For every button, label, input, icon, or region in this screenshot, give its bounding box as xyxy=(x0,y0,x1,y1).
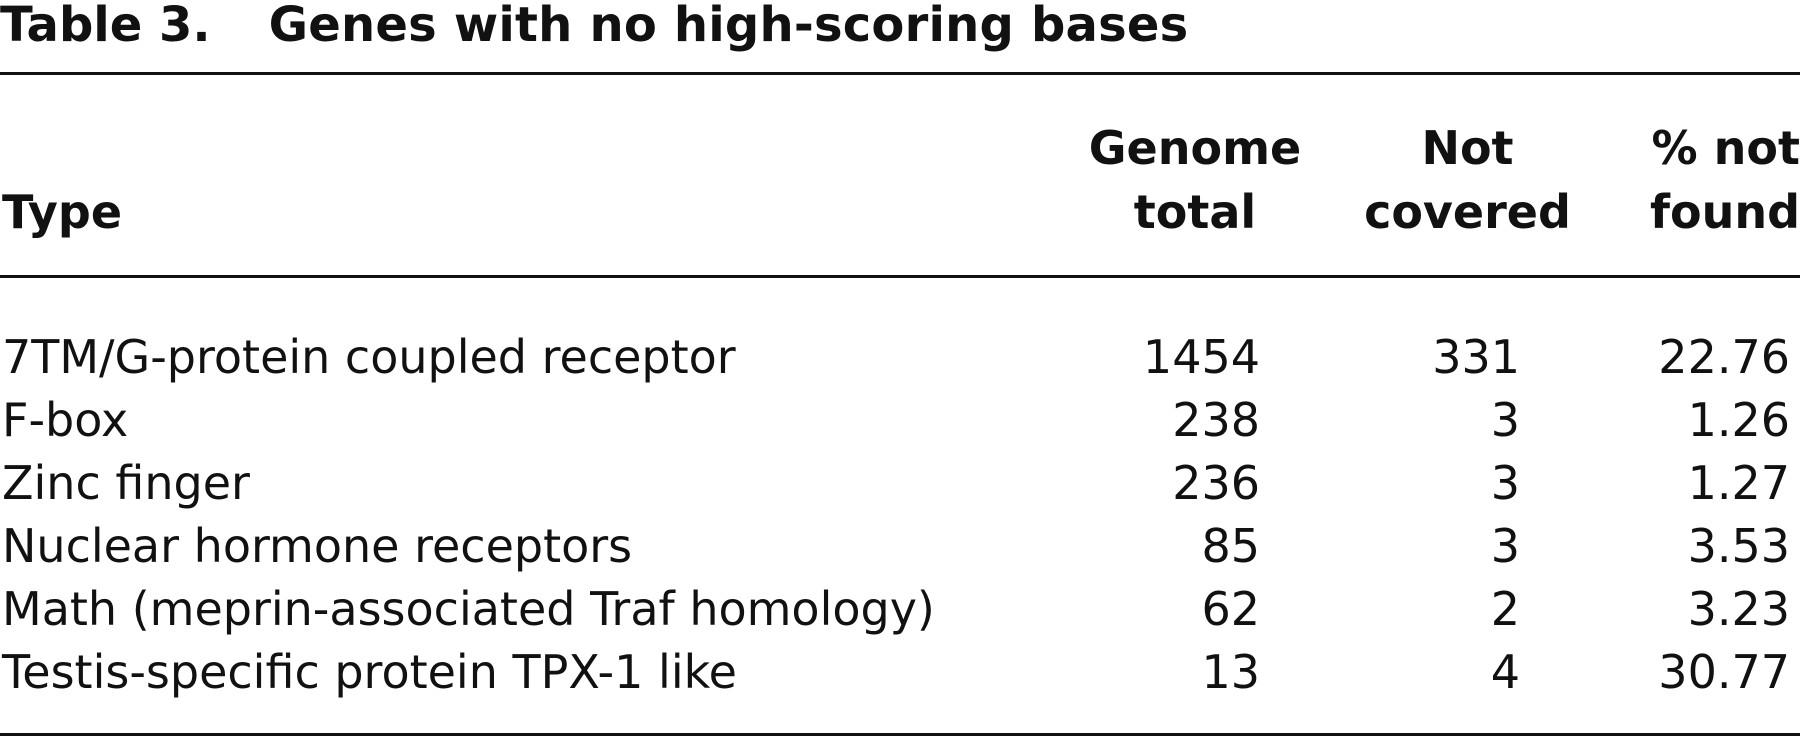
table-caption: Table 3. Genes with no high-scoring bases xyxy=(0,0,1188,58)
cell-not-covered: 3 xyxy=(1490,393,1520,447)
cell-pct-not-found: 1.26 xyxy=(1687,393,1790,447)
cell-genome-total: 62 xyxy=(1201,582,1260,636)
header-genome-total: Genome total xyxy=(1080,116,1310,244)
table-row: Testis-specific protein TPX-1 like 13 4 … xyxy=(0,641,1800,704)
table-row: 7TM/G-protein coupled receptor 1454 331 … xyxy=(0,326,1800,389)
table-title: Genes with no high-scoring bases xyxy=(268,0,1189,53)
header-not-covered-line1: Not xyxy=(1421,121,1514,175)
header-pct-not-found-line1: % not xyxy=(1651,121,1800,175)
top-rule xyxy=(0,72,1800,75)
cell-pct-not-found: 3.23 xyxy=(1687,582,1790,636)
header-pct-not-found-line2: found xyxy=(1649,185,1800,239)
cell-genome-total: 13 xyxy=(1201,645,1260,699)
bottom-rule xyxy=(0,733,1800,736)
table-row: Math (meprin-associated Traf homology) 6… xyxy=(0,578,1800,641)
cell-not-covered: 2 xyxy=(1490,582,1520,636)
cell-pct-not-found: 30.77 xyxy=(1658,645,1790,699)
cell-pct-not-found: 1.27 xyxy=(1687,456,1790,510)
table-body: 7TM/G-protein coupled receptor 1454 331 … xyxy=(0,326,1800,704)
cell-pct-not-found: 3.53 xyxy=(1687,519,1790,573)
cell-pct-not-found: 22.76 xyxy=(1658,330,1790,384)
cell-not-covered: 331 xyxy=(1432,330,1520,384)
header-rule xyxy=(0,275,1800,278)
cell-type: 7TM/G-protein coupled receptor xyxy=(2,330,736,384)
table-label: Table 3. xyxy=(0,0,211,53)
header-genome-total-line2: total xyxy=(1133,185,1257,239)
header-not-covered-line2: covered xyxy=(1364,185,1571,239)
cell-not-covered: 3 xyxy=(1490,519,1520,573)
cell-type: Zinc finger xyxy=(2,456,250,510)
cell-genome-total: 236 xyxy=(1172,456,1260,510)
cell-genome-total: 238 xyxy=(1172,393,1260,447)
cell-not-covered: 3 xyxy=(1490,456,1520,510)
cell-type: F-box xyxy=(2,393,129,447)
header-genome-total-line1: Genome xyxy=(1088,121,1302,175)
header-type: Type xyxy=(2,185,123,239)
cell-genome-total: 1454 xyxy=(1142,330,1260,384)
header-pct-not-found: % not found xyxy=(1630,116,1800,244)
cell-genome-total: 85 xyxy=(1201,519,1260,573)
cell-not-covered: 4 xyxy=(1490,645,1520,699)
cell-type: Testis-specific protein TPX-1 like xyxy=(2,645,737,699)
cell-type: Math (meprin-associated Traf homology) xyxy=(2,582,935,636)
header-not-covered: Not covered xyxy=(1360,116,1575,244)
table-row: Zinc finger 236 3 1.27 xyxy=(0,452,1800,515)
cell-type: Nuclear hormone receptors xyxy=(2,519,633,573)
table-row: F-box 238 3 1.26 xyxy=(0,389,1800,452)
table-row: Nuclear hormone receptors 85 3 3.53 xyxy=(0,515,1800,578)
